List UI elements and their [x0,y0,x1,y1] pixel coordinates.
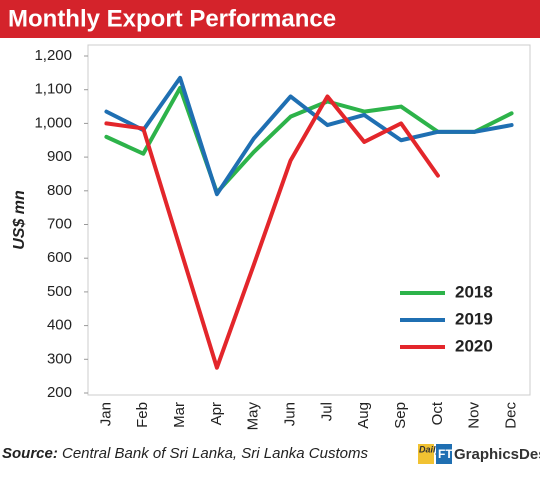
y-axis-label: US$ mn [11,190,28,250]
x-tick-label: Mar [171,402,188,428]
plot-frame [87,44,531,396]
x-tick-label: Jun [282,402,299,426]
x-tick-label: Jan [97,402,114,426]
y-tick-label: 1,100 [34,81,72,98]
logo-name: GraphicsDesk [454,446,540,463]
y-tick-label: 1,000 [34,114,72,131]
y-tick-label: 500 [47,283,72,300]
source: Central Bank of Sri Lanka, Sri Lanka Cus… [62,445,368,462]
y-tick-label: 800 [47,182,72,199]
x-tick-label: May [245,402,262,431]
y-tick-label: 900 [47,148,72,165]
x-tick-label: Aug [355,402,372,429]
x-tick-label: Dec [503,402,520,429]
chart-title: Monthly Export Performance [8,5,336,32]
series-line [104,75,514,197]
logo-prefix: Daily [419,444,442,454]
y-tick-label: 300 [47,350,72,367]
x-tick-label: Oct [429,401,446,425]
x-tick-label: Jul [318,402,335,421]
x-tick-label: Apr [208,402,225,425]
x-tick-label: Nov [466,402,483,429]
y-tick-label: 1,200 [34,47,72,64]
legend-label: 2019 [455,309,493,328]
legend-label: 2020 [455,336,493,355]
x-tick-label: Sep [392,402,409,429]
y-tick-label: 400 [47,317,72,334]
source-label: Source: [2,445,58,462]
legend-label: 2018 [455,282,493,301]
logo-box [418,444,434,464]
y-tick-label: 200 [47,384,72,401]
logo-mark-box [436,444,452,464]
y-tick-label: 600 [47,249,72,266]
y-tick-label: 700 [47,215,72,232]
title-bar [0,0,540,38]
series-line [104,86,514,195]
x-tick-label: Feb [134,402,151,428]
logo-mark: FT [438,447,453,461]
series-line [104,94,440,370]
